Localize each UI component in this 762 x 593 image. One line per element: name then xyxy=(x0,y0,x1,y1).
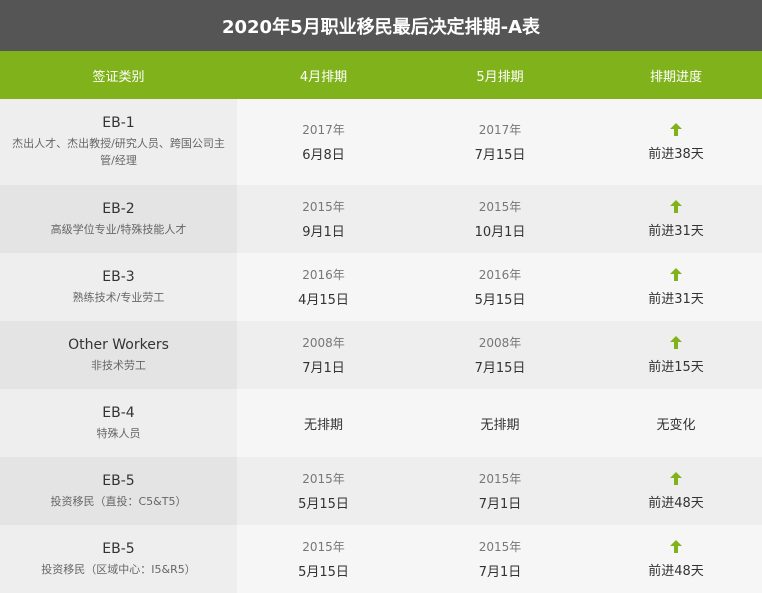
april-year: 2015年 xyxy=(302,200,345,214)
category-desc: 投资移民（区域中心：I5&R5） xyxy=(41,562,196,576)
april-cell: 2008年 7月1日 xyxy=(237,321,410,389)
april-cell: 2015年 5月15日 xyxy=(237,457,410,525)
may-cell: 2008年 7月15日 xyxy=(410,321,590,389)
category-code: Other Workers xyxy=(68,336,169,353)
progress-text: 前进48天 xyxy=(648,495,704,511)
may-year: 2015年 xyxy=(478,200,522,214)
table-row: EB-5 投资移民（区域中心：I5&R5） 2015年 5月15日 2015年 7月1日 前… xyxy=(0,525,762,593)
may-date: 7月1日 xyxy=(478,565,522,580)
arrow-up-icon xyxy=(590,199,762,216)
header-row: 签证类别 4月排期 5月排期 排期进度 xyxy=(0,51,762,99)
table-row: EB-3 熟练技术/专业劳工 2016年 4月15日 2016年 5月15日 前进31天 xyxy=(0,253,762,321)
header-april: 4月排期 xyxy=(237,51,410,99)
table-row: EB-1 杰出人才、杰出教授/研究人员、跨国公司主管/经理 2017年 6月8日 201… xyxy=(0,99,762,185)
header-may: 5月排期 xyxy=(410,51,590,99)
table-title: 2020年5月职业移民最后决定排期-A表 xyxy=(0,0,762,51)
category-desc: 投资移民（直投：C5&T5） xyxy=(50,494,187,508)
may-year: 2017年 xyxy=(478,123,522,137)
progress-cell: 前进38天 xyxy=(590,99,762,185)
header-category: 签证类别 xyxy=(0,51,237,99)
april-year: 2008年 xyxy=(302,336,345,350)
april-cell: 无排期 xyxy=(237,389,410,457)
arrow-up-icon xyxy=(590,267,762,284)
category-cell: EB-3 熟练技术/专业劳工 xyxy=(0,253,237,321)
header-progress: 排期进度 xyxy=(590,51,762,99)
arrow-up-icon xyxy=(590,539,762,556)
progress-text: 前进38天 xyxy=(648,146,704,162)
may-cell: 2015年 10月1日 xyxy=(410,185,590,253)
april-date: 5月15日 xyxy=(298,565,349,580)
progress-cell: 前进48天 xyxy=(590,457,762,525)
category-code: EB-2 xyxy=(102,200,135,217)
category-desc: 非技术劳工 xyxy=(91,358,146,372)
category-cell: EB-4 特殊人员 xyxy=(0,389,237,457)
april-date: 9月1日 xyxy=(302,225,345,240)
category-code: EB-4 xyxy=(102,404,135,421)
category-desc: 杰出人才、杰出教授/研究人员、跨国公司主管/经理 xyxy=(12,137,225,167)
april-date: 5月15日 xyxy=(298,497,349,512)
april-cell: 2016年 4月15日 xyxy=(237,253,410,321)
may-date: 7月1日 xyxy=(478,497,522,512)
may-year: 2016年 xyxy=(478,268,522,282)
category-cell: EB-5 投资移民（区域中心：I5&R5） xyxy=(0,525,237,593)
progress-text: 前进48天 xyxy=(648,563,704,579)
may-cell: 2015年 7月1日 xyxy=(410,457,590,525)
table-row: EB-4 特殊人员 无排期 无排期 无变化 xyxy=(0,389,762,457)
may-date: 5月15日 xyxy=(474,293,526,308)
category-cell: EB-1 杰出人才、杰出教授/研究人员、跨国公司主管/经理 xyxy=(0,99,237,185)
april-date: 6月8日 xyxy=(302,148,345,163)
progress-cell: 无变化 xyxy=(590,389,762,457)
progress-text: 前进31天 xyxy=(648,223,704,239)
table-row: EB-2 高级学位专业/特殊技能人才 2015年 9月1日 2015年 10月1日 前进31… xyxy=(0,185,762,253)
may-cell: 无排期 xyxy=(410,389,590,457)
may-cell: 2015年 7月1日 xyxy=(410,525,590,593)
april-year: 2015年 xyxy=(302,472,345,486)
may-date: 10月1日 xyxy=(474,225,526,240)
category-desc: 高级学位专业/特殊技能人才 xyxy=(50,222,187,236)
category-desc: 熟练技术/专业劳工 xyxy=(72,290,165,304)
april-cell: 2015年 5月15日 xyxy=(237,525,410,593)
category-cell: Other Workers 非技术劳工 xyxy=(0,321,237,389)
april-cell: 2015年 9月1日 xyxy=(237,185,410,253)
april-date: 无排期 xyxy=(303,417,343,433)
category-cell: EB-5 投资移民（直投：C5&T5） xyxy=(0,457,237,525)
table-row: EB-5 投资移民（直投：C5&T5） 2015年 5月15日 2015年 7月1日 前进4… xyxy=(0,457,762,525)
may-year: 2015年 xyxy=(478,472,522,486)
april-cell: 2017年 6月8日 xyxy=(237,99,410,185)
progress-cell: 前进31天 xyxy=(590,185,762,253)
arrow-up-icon xyxy=(590,335,762,352)
may-year: 2008年 xyxy=(478,336,522,350)
arrow-up-icon xyxy=(590,471,762,488)
table-row: Other Workers 非技术劳工 2008年 7月1日 2008年 7月15日 前进1… xyxy=(0,321,762,389)
may-cell: 2016年 5月15日 xyxy=(410,253,590,321)
april-year: 2015年 xyxy=(302,540,345,554)
category-cell: EB-2 高级学位专业/特殊技能人才 xyxy=(0,185,237,253)
progress-text: 无变化 xyxy=(656,417,696,433)
progress-text: 前进15天 xyxy=(648,359,704,375)
may-cell: 2017年 7月15日 xyxy=(410,99,590,185)
april-year: 2017年 xyxy=(302,123,345,137)
may-date: 7月15日 xyxy=(474,148,526,163)
arrow-up-icon xyxy=(590,122,762,139)
progress-cell: 前进15天 xyxy=(590,321,762,389)
may-date: 无排期 xyxy=(480,417,520,433)
category-code: EB-3 xyxy=(102,268,135,285)
category-desc: 特殊人员 xyxy=(96,426,141,440)
category-code: EB-5 xyxy=(102,540,135,557)
april-date: 7月1日 xyxy=(302,361,345,376)
april-date: 4月15日 xyxy=(298,293,349,308)
progress-cell: 前进48天 xyxy=(590,525,762,593)
may-date: 7月15日 xyxy=(474,361,526,376)
may-year: 2015年 xyxy=(478,540,522,554)
visa-bulletin-table: 签证类别 4月排期 5月排期 排期进度 EB-1 杰出人才、杰出教授/研究人员、跨… xyxy=(0,51,762,593)
progress-text: 前进31天 xyxy=(648,291,704,307)
progress-cell: 前进31天 xyxy=(590,253,762,321)
category-code: EB-1 xyxy=(102,115,135,131)
april-year: 2016年 xyxy=(302,268,345,282)
category-code: EB-5 xyxy=(102,472,135,489)
